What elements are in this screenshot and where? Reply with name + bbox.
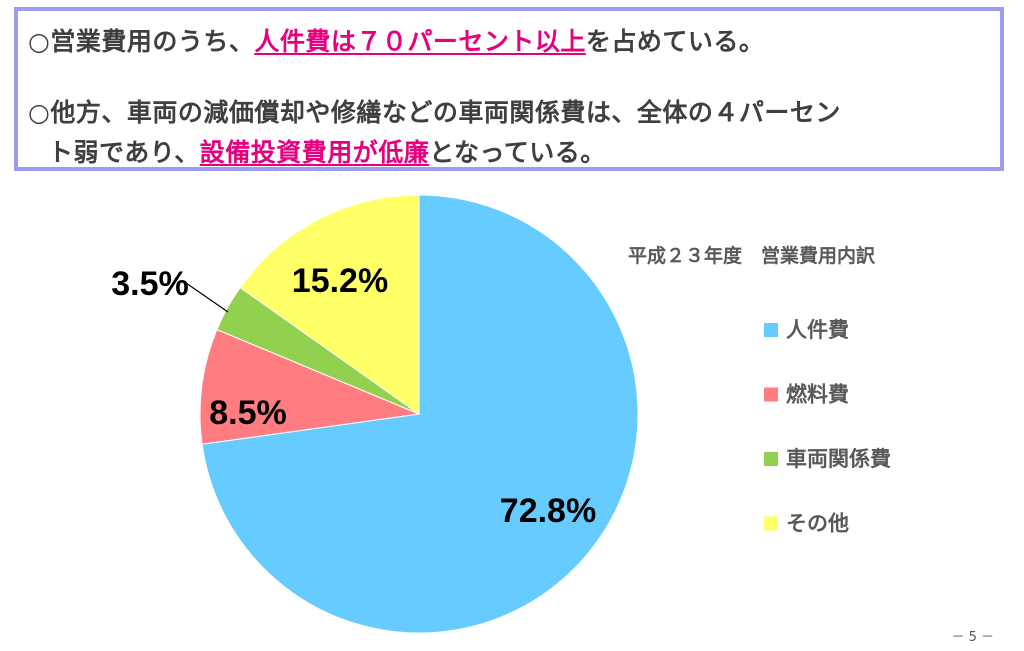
summary-line-1: ○営業費用のうち、人件費は７０パーセント以上を占めている。 xyxy=(28,22,764,58)
legend-label-4: その他 xyxy=(786,512,849,536)
summary-line-1-highlight: 人件費は７０パーセント以上 xyxy=(254,27,586,56)
pie-slice-2 xyxy=(199,328,421,445)
legend-label-1: 人件費 xyxy=(786,318,849,342)
summary-line-2: ○他方、車両の減価償却や修繕などの車両関係費は、全体の４パーセン xyxy=(28,93,841,129)
legend-swatch-3 xyxy=(764,452,778,466)
legend-label-2: 燃料費 xyxy=(786,383,849,407)
summary-line-3-text-b: となっている。 xyxy=(429,138,606,167)
legend-label-3: 車両関係費 xyxy=(786,447,891,471)
chart-title: 平成２３年度 営業費用内訳 xyxy=(628,244,876,267)
legend-swatch-1 xyxy=(764,323,778,337)
data-label-1: 72.8% xyxy=(500,492,596,530)
summary-line-3-text-a: ト弱であり、 xyxy=(48,138,200,167)
leader-line-3-5 xyxy=(185,282,229,313)
summary-line-2-text: ○他方、車両の減価償却や修繕などの車両関係費は、全体の４パーセン xyxy=(28,98,841,127)
pie-slice-4 xyxy=(239,194,420,415)
summary-line-1-text-b: を占めている。 xyxy=(585,27,765,56)
summary-text-box: ○営業費用のうち、人件費は７０パーセント以上を占めている。 ○他方、車両の減価償… xyxy=(14,7,1004,171)
legend-swatch-2 xyxy=(764,387,778,402)
pie-data-labels: 72.8% 8.5% 3.5% 15.2% xyxy=(111,262,596,530)
data-label-2: 8.5% xyxy=(209,394,287,432)
data-label-4: 15.2% xyxy=(292,262,388,300)
pie-slices xyxy=(199,194,639,634)
legend-swatch-4 xyxy=(764,516,778,531)
summary-line-1-text-a: ○営業費用のうち、 xyxy=(28,27,255,56)
data-label-3: 3.5% xyxy=(111,265,189,303)
summary-line-3: ト弱であり、設備投資費用が低廉となっている。 xyxy=(48,133,606,169)
summary-line-3-highlight: 設備投資費用が低廉 xyxy=(199,138,430,167)
page-number: － 5 － xyxy=(951,630,994,645)
